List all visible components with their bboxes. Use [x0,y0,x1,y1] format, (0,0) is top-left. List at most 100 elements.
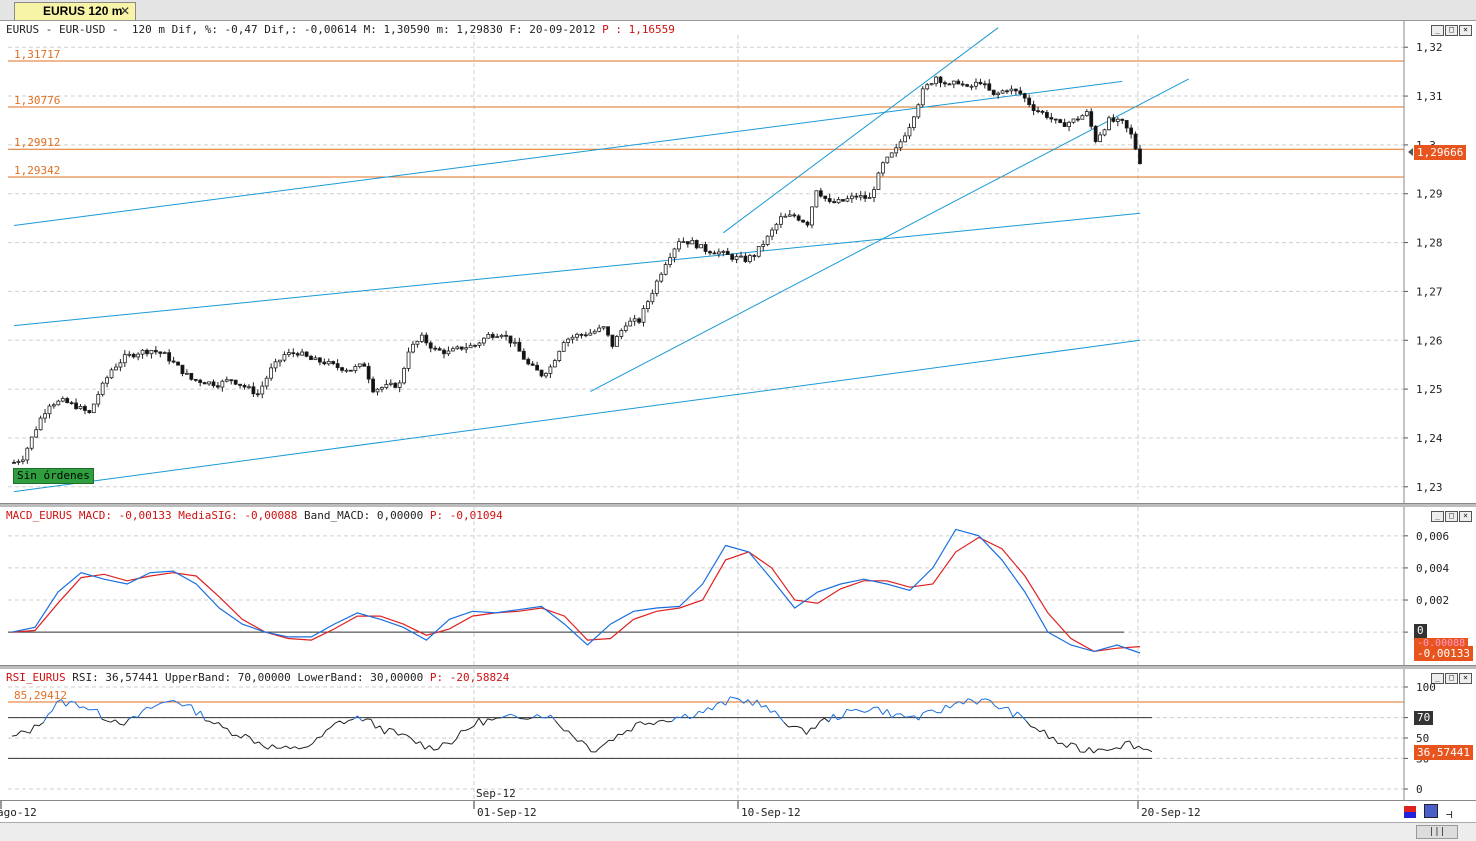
minimize-icon[interactable]: _ [1431,673,1444,684]
candle-body [978,81,983,85]
candle-body [300,351,305,356]
candle-body [619,330,624,337]
candle-body [424,334,429,344]
pin-icon[interactable]: ⊣ [1446,808,1453,821]
candle-body [841,199,845,202]
flag-icon[interactable] [1404,806,1416,818]
candle-body [880,162,885,174]
last-macd-badge: -0,00133 [1414,646,1473,661]
candle-body [51,404,56,407]
rsi-chart[interactable]: 10050300 [0,669,1476,801]
candle-body [83,405,87,411]
y-tick-label: 0,006 [1416,530,1449,543]
price-chart[interactable]: 1,31717 1,30776 1,29912 1,29342 1,32 1,31 1,3… [0,21,1476,504]
y-tick-label: 1,25 [1416,383,1443,396]
close-icon[interactable]: × [1459,673,1472,684]
candle-body [43,413,47,419]
candle-body [224,379,229,382]
candle-body [171,360,176,363]
candle-body [482,337,486,344]
candle-body [610,334,615,347]
candle-body [885,156,890,164]
candle-body [836,199,841,204]
candle-body [1076,118,1080,121]
candle-body [920,88,925,106]
rsi-grid [8,669,1405,801]
x-tick-label: 10-Sep-12 [741,806,801,819]
maximize-icon[interactable]: □ [1445,511,1458,522]
candle-body [938,76,943,84]
candle-body [1036,110,1040,113]
candle-body [641,308,646,323]
candle-body [1098,134,1103,142]
close-icon[interactable]: × [1459,25,1472,36]
horizontal-scrollbar[interactable]: ||| [0,822,1476,841]
candle-body [331,361,336,364]
candle-body [982,83,987,86]
candle-body [756,246,761,257]
close-icon[interactable]: × [1459,511,1472,522]
candle-body [947,83,952,86]
candle-body [991,89,996,95]
candle-body [747,255,752,262]
scroll-thumb[interactable]: ||| [1416,825,1458,839]
candle-body [419,334,424,342]
macd-grid [8,507,1405,665]
rsi-p: P: -20,58824 [429,671,510,684]
candle-body [1129,127,1134,135]
price-header: EURUS - EUR-USD - 120 m Dif, %: -0,47 Di… [6,23,675,36]
plot-area [8,35,1404,499]
candle-body [207,381,211,385]
candle-body [264,377,269,387]
candle-body [845,198,850,202]
trendline [722,27,999,234]
candle-body [996,92,1001,95]
candle-body [699,244,704,249]
maximize-icon[interactable]: □ [1445,673,1458,684]
rsi-name: RSI_EURUS [6,671,66,684]
current-price-badge: 1,29666 [1414,145,1467,160]
candle-body [402,368,407,384]
candle-body [91,403,96,414]
level-label: 1,29912 [14,136,60,149]
macd-value: MACD: -0,00133 [78,509,172,522]
candle-body [552,360,557,368]
candle-body [739,255,743,258]
candle-body [1053,118,1058,121]
candle-body [1018,90,1023,94]
candle-body [131,353,136,358]
candle-body [712,252,717,255]
minimize-icon[interactable]: _ [1431,511,1444,522]
candle-body [366,365,371,380]
candle-body [1089,111,1094,127]
candle-body [29,436,34,449]
orders-badge[interactable]: Sin órdenes [13,468,94,484]
candle-body [12,461,16,464]
candle-body [278,359,282,363]
macd-lines [11,528,1141,654]
macd-chart[interactable]: 0,006 0,004 0,002 [0,507,1476,665]
close-icon[interactable]: ✕ [119,4,130,18]
maximize-icon[interactable]: □ [1445,25,1458,36]
y-tick-label: 1,31 [1416,90,1443,103]
chart-tab[interactable]: EURUS 120 m ✕ [14,2,136,20]
candle-body [295,353,300,356]
candle-body [260,385,265,395]
candle-body [730,254,735,260]
candle-body [490,334,495,338]
price-panel[interactable]: EURUS - EUR-USD - 120 m Dif, %: -0,47 Di… [0,21,1476,504]
candle-body [814,190,819,208]
rsi-panel[interactable]: RSI_EURUS RSI: 36,57441 UpperBand: 70,00… [0,669,1476,801]
toolbar-icons: ⊣ [1404,804,1453,821]
rsi-line [11,717,1153,754]
candle-body [162,352,167,354]
candle-body [238,383,242,386]
candle-body [136,353,141,358]
minimize-icon[interactable]: _ [1431,25,1444,36]
macd-panel[interactable]: MACD_EURUS MACD: -0,00133 MediaSIG: -0,0… [0,507,1476,665]
candle-body [495,336,500,339]
save-icon[interactable] [1424,804,1438,818]
rsi-overbought-line [42,696,1027,723]
candle-body [623,325,628,331]
candle-body [211,381,216,387]
